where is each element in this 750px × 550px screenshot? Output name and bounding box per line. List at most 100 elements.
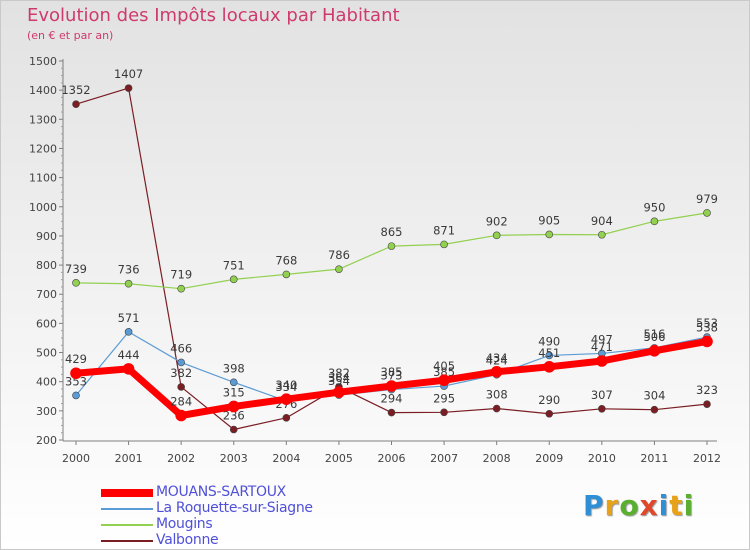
y-tick-label: 700 <box>36 288 57 301</box>
data-label-mouans-sartoux: 385 <box>381 365 403 379</box>
data-point-valbonne <box>545 409 554 418</box>
data-label-valbonne: 1407 <box>114 67 143 81</box>
y-tick-label: 1500 <box>29 55 57 68</box>
data-label-valbonne: 382 <box>170 366 192 380</box>
data-label-mougins: 904 <box>591 214 613 228</box>
data-label-mouans-sartoux: 284 <box>170 395 192 409</box>
y-tick-label: 1300 <box>29 113 57 126</box>
data-label-la-roquette-sur-siagne: 353 <box>65 374 87 388</box>
data-point-la-roquette-sur-siagne <box>124 328 133 336</box>
data-point-mouans-sartoux <box>596 355 608 367</box>
data-label-mougins: 979 <box>696 192 718 206</box>
data-label-la-roquette-sur-siagne: 424 <box>486 354 508 368</box>
data-point-mougins <box>124 279 133 288</box>
legend-swatch <box>101 508 153 510</box>
x-tick-label: 2008 <box>483 452 511 465</box>
data-label-mouans-sartoux: 405 <box>433 359 455 373</box>
data-label-valbonne: 1352 <box>61 83 90 97</box>
data-point-la-roquette-sur-siagne <box>545 351 554 360</box>
x-tick-label: 2010 <box>588 452 616 465</box>
data-point-mougins <box>177 284 185 293</box>
data-label-valbonne: 295 <box>433 391 455 405</box>
data-label-mouans-sartoux: 429 <box>65 352 87 366</box>
data-label-mougins: 871 <box>433 223 455 237</box>
data-label-mougins: 768 <box>275 253 297 267</box>
data-label-mouans-sartoux: 340 <box>275 378 297 392</box>
data-point-mouans-sartoux <box>280 393 293 405</box>
y-tick-label: 1000 <box>29 201 57 214</box>
data-label-valbonne: 308 <box>486 388 508 402</box>
data-point-mougins <box>545 230 554 239</box>
data-point-mouans-sartoux <box>385 380 398 392</box>
proxiti-logo: Proxiti <box>583 489 694 522</box>
data-label-mouans-sartoux: 451 <box>538 346 560 360</box>
data-label-la-roquette-sur-siagne: 466 <box>170 341 192 355</box>
data-point-mougins <box>335 265 343 273</box>
data-label-mougins: 786 <box>328 248 350 262</box>
data-point-mouans-sartoux <box>490 365 503 378</box>
logo-letter: i <box>658 489 670 522</box>
data-label-la-roquette-sur-siagne: 334 <box>275 380 297 394</box>
x-tick-label: 2006 <box>378 452 406 465</box>
data-point-mougins <box>72 279 80 287</box>
data-label-mouans-sartoux: 364 <box>328 371 350 385</box>
legend-label: MOUANS-SARTOUX <box>156 484 286 500</box>
x-tick-label: 2000 <box>62 452 90 465</box>
y-tick-label: 1200 <box>29 142 57 155</box>
data-label-la-roquette-sur-siagne: 516 <box>643 327 665 341</box>
data-label-mouans-sartoux: 506 <box>643 330 665 344</box>
legend-swatch <box>101 540 153 542</box>
data-point-mouans-sartoux <box>70 367 82 380</box>
chart-title: Evolution des Impôts locaux par Habitant <box>27 5 400 26</box>
y-tick-label: 1100 <box>29 172 57 185</box>
data-label-mougins: 751 <box>223 258 245 272</box>
data-label-mouans-sartoux: 315 <box>223 385 245 399</box>
data-point-mougins <box>282 270 291 279</box>
data-label-la-roquette-sur-siagne: 373 <box>381 369 403 383</box>
legend-label: La Roquette-sur-Siagne <box>156 500 313 516</box>
x-tick-label: 2002 <box>167 452 195 465</box>
chart-subtitle: (en € et par an) <box>27 29 114 42</box>
legend-swatch <box>101 489 153 497</box>
x-tick-label: 2011 <box>640 452 668 465</box>
y-tick-label: 200 <box>36 434 57 447</box>
logo-letter: o <box>619 489 640 522</box>
data-point-valbonne <box>124 84 133 92</box>
data-point-valbonne <box>177 383 185 391</box>
data-point-la-roquette-sur-siagne <box>72 391 80 400</box>
legend-swatch <box>101 524 153 526</box>
y-tick-label: 1400 <box>29 84 57 97</box>
x-tick-label: 2001 <box>115 452 143 465</box>
x-tick-label: 2004 <box>272 452 300 465</box>
legend-label: Valbonne <box>156 532 219 548</box>
data-label-mougins: 736 <box>118 263 140 277</box>
data-point-la-roquette-sur-siagne <box>229 378 238 387</box>
data-point-mougins <box>387 242 396 250</box>
data-label-mougins: 905 <box>538 213 560 227</box>
data-label-mouans-sartoux: 471 <box>591 340 613 354</box>
data-label-mougins: 902 <box>486 214 508 228</box>
y-tick-label: 900 <box>36 230 57 243</box>
data-point-valbonne <box>229 425 238 434</box>
data-point-la-roquette-sur-siagne <box>177 358 185 367</box>
logo-letter: P <box>583 489 605 522</box>
data-label-la-roquette-sur-siagne: 385 <box>433 365 455 379</box>
data-label-mougins: 865 <box>381 225 403 239</box>
y-tick-label: 500 <box>36 347 57 360</box>
data-point-valbonne <box>492 404 501 413</box>
data-point-mouans-sartoux <box>438 374 450 387</box>
logo-letter: t <box>669 489 684 522</box>
data-point-valbonne <box>282 414 291 422</box>
data-point-mouans-sartoux <box>648 344 661 357</box>
x-tick-label: 2003 <box>220 452 248 465</box>
data-label-la-roquette-sur-siagne: 553 <box>696 316 718 330</box>
data-point-valbonne <box>387 408 396 417</box>
data-label-la-roquette-sur-siagne: 354 <box>328 374 350 388</box>
x-tick-label: 2009 <box>535 452 563 465</box>
data-point-mouans-sartoux <box>227 400 240 413</box>
data-point-mougins <box>440 240 448 249</box>
data-point-mougins <box>492 231 501 240</box>
x-tick-label: 2012 <box>693 452 721 465</box>
